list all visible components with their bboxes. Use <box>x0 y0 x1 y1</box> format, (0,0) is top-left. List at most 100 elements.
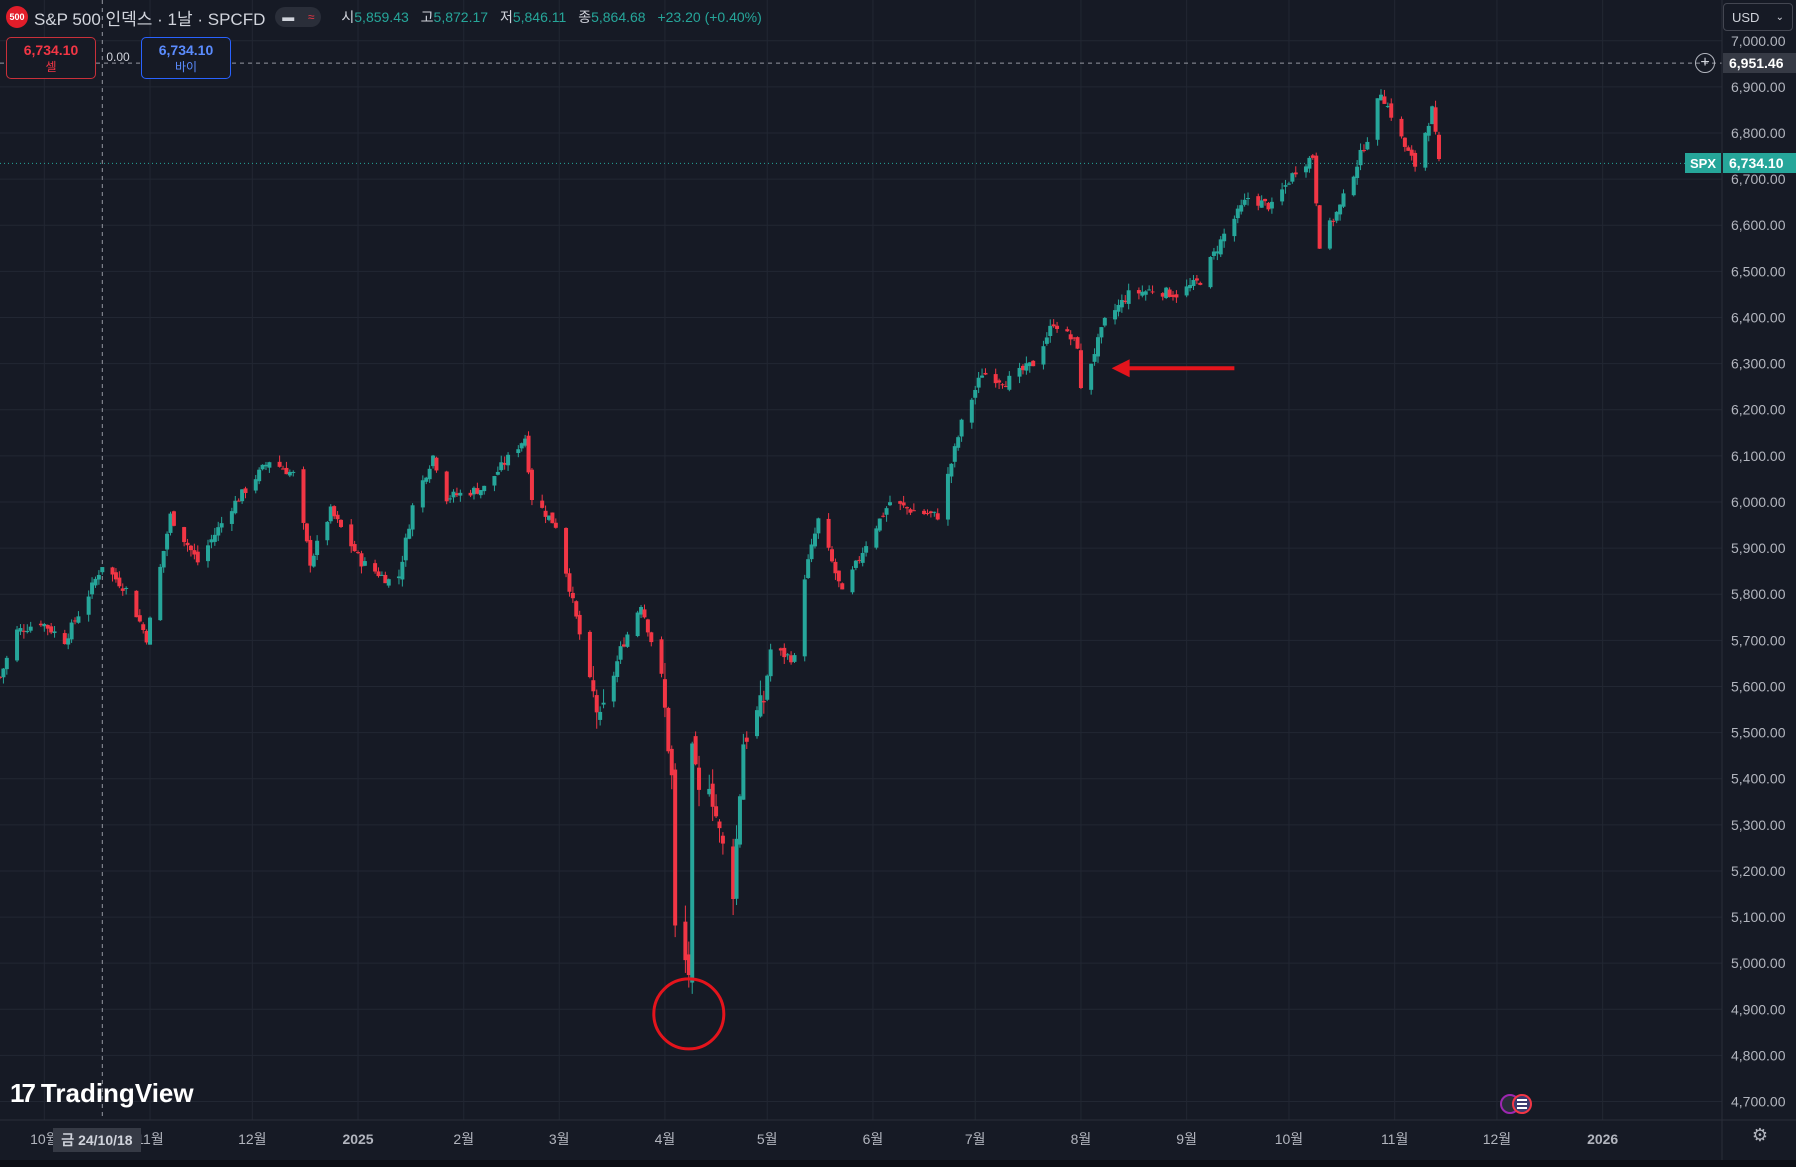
candle-body <box>976 377 981 388</box>
candle-body <box>1256 196 1261 206</box>
indicator-toggle[interactable]: ▬ ≈ <box>275 7 322 27</box>
y-tick-label: 5,000.00 <box>1731 955 1786 971</box>
candle-body <box>49 626 54 633</box>
candle-body <box>403 537 408 561</box>
candle-body <box>338 519 343 527</box>
candle-body <box>1211 251 1216 256</box>
wave-icon[interactable]: ≈ <box>307 10 315 24</box>
buy-button[interactable]: 6,734.10 바이 <box>141 37 231 79</box>
candle-body <box>922 510 927 515</box>
candle-body <box>816 518 821 534</box>
candle-body <box>424 477 429 482</box>
candle-body <box>212 534 217 542</box>
candle-body <box>277 461 282 467</box>
candle-body <box>448 498 453 500</box>
y-tick-label: 4,700.00 <box>1731 1094 1786 1110</box>
y-tick-label: 4,900.00 <box>1731 1001 1786 1017</box>
candle-body <box>45 624 50 629</box>
candle-body <box>311 555 316 567</box>
candle-body <box>662 679 667 708</box>
candle-body <box>209 539 214 543</box>
x-tick-label: 8월 <box>1071 1131 1092 1147</box>
candle-body <box>1402 137 1407 147</box>
tradingview-logo[interactable]: 17 TradingView <box>10 1078 194 1109</box>
candle-body <box>1140 291 1145 296</box>
candle-body <box>830 549 835 562</box>
y-tick-label: 6,700.00 <box>1731 171 1786 187</box>
candle-body <box>315 540 320 556</box>
x-tick-label: 7월 <box>965 1131 986 1147</box>
buy-label: 바이 <box>174 59 198 74</box>
open-value: 5,859.43 <box>354 9 409 25</box>
candle-body <box>69 622 74 640</box>
add-alert-plus-icon[interactable]: + <box>1695 53 1715 74</box>
candle-body <box>645 619 650 633</box>
candle-body <box>400 561 405 580</box>
candle-body <box>1095 337 1100 357</box>
us-flag-events-icon[interactable] <box>1497 1093 1537 1115</box>
candle-body <box>28 626 33 631</box>
symbol-title[interactable]: S&P 500 인덱스 · 1날 · SPCFD <box>34 9 266 29</box>
candle-body <box>812 533 817 547</box>
candle-body <box>468 492 473 496</box>
candle-body <box>1222 233 1227 242</box>
candle-body <box>444 471 449 502</box>
candle-body <box>874 528 879 548</box>
candle-body <box>325 521 330 541</box>
candle-body <box>884 508 889 515</box>
candle-body <box>506 454 511 466</box>
candle-body <box>543 510 548 517</box>
y-tick-label: 5,400.00 <box>1731 771 1786 787</box>
candle-body <box>741 744 746 800</box>
candle-body <box>758 695 763 717</box>
candle-body <box>1126 290 1131 304</box>
currency-select[interactable]: USD ⌄ <box>1723 3 1793 31</box>
candle-body <box>1413 152 1418 167</box>
candle-body <box>1164 287 1169 298</box>
candle-body <box>253 479 258 491</box>
y-tick-label: 6,000.00 <box>1731 494 1786 510</box>
candle-body <box>410 505 415 530</box>
candle-body <box>113 572 118 580</box>
candle-body <box>431 455 436 467</box>
candle-body <box>1341 193 1346 207</box>
candle-body <box>18 628 23 632</box>
candle-body <box>137 615 142 622</box>
candle-body <box>673 769 678 926</box>
candle-body <box>956 437 961 448</box>
candle-body <box>1051 324 1056 327</box>
candle-body <box>642 609 647 618</box>
sell-button[interactable]: 6,734.10 셀 <box>6 37 96 79</box>
candle-body <box>901 502 906 506</box>
candle-body <box>1147 289 1152 291</box>
candle-body <box>263 464 268 467</box>
sp500-logo: 500 <box>6 6 28 28</box>
candle-body <box>42 624 47 627</box>
red-arrow-head <box>1111 359 1130 378</box>
candle-body <box>1031 360 1036 367</box>
candle-body <box>1334 211 1339 221</box>
chevron-down-icon: ⌄ <box>1775 11 1784 23</box>
y-tick-label: 6,100.00 <box>1731 448 1786 464</box>
brand-name: TradingView <box>40 1078 194 1108</box>
candle-body <box>833 561 838 574</box>
candle-body <box>1102 317 1107 326</box>
settings-gear-icon[interactable]: ⚙ <box>1751 1124 1769 1145</box>
candle-body <box>666 707 671 752</box>
minus-icon[interactable]: ▬ <box>282 10 295 24</box>
candle-body <box>141 624 146 631</box>
candle-body <box>683 921 688 961</box>
y-tick-label: 6,600.00 <box>1731 217 1786 233</box>
candle-body <box>1007 375 1012 390</box>
candle-body <box>993 374 998 384</box>
candle-body <box>383 574 388 584</box>
candle-body <box>134 590 139 618</box>
candle-body <box>744 737 749 742</box>
symbol-header: 500 S&P 500 인덱스 · 1날 · SPCFD ▬ ≈ 시5,859.… <box>0 0 762 34</box>
candle-body <box>499 462 504 471</box>
candle-body <box>778 648 783 651</box>
candle-body <box>233 500 238 514</box>
candle-body <box>1355 166 1360 179</box>
